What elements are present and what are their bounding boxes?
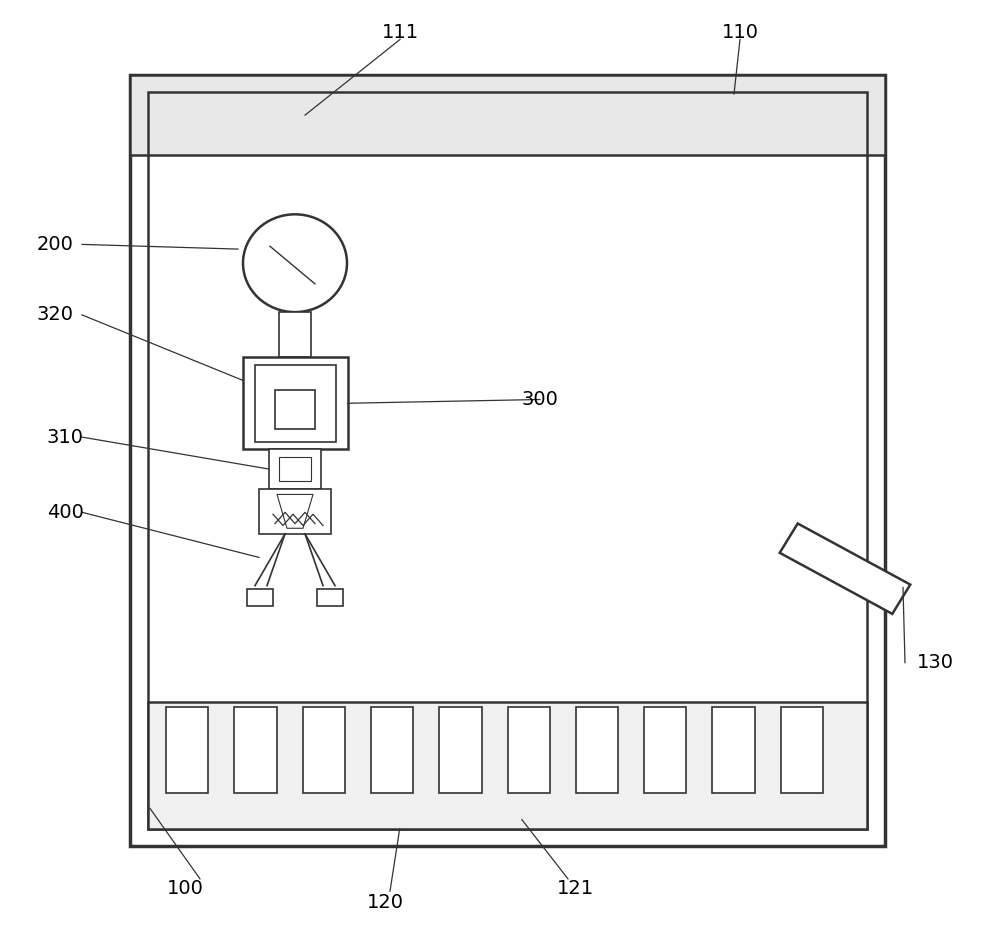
Bar: [371, 707, 413, 793]
Bar: [234, 707, 277, 793]
Bar: [247, 589, 273, 606]
Text: 400: 400: [47, 503, 83, 522]
Bar: [279, 457, 311, 481]
Bar: [275, 390, 315, 429]
Bar: [303, 707, 345, 793]
Text: 320: 320: [36, 306, 74, 324]
Circle shape: [243, 214, 347, 312]
Text: 200: 200: [37, 235, 73, 254]
Bar: [576, 707, 618, 793]
Bar: [644, 707, 686, 793]
Text: 121: 121: [556, 879, 594, 898]
Bar: [317, 589, 343, 606]
Bar: [781, 707, 823, 793]
Bar: [508, 707, 550, 793]
Bar: [148, 92, 867, 829]
Text: 120: 120: [366, 893, 404, 912]
Bar: [166, 707, 208, 793]
Bar: [130, 75, 885, 155]
Bar: [712, 707, 755, 793]
Bar: [254, 365, 336, 442]
Bar: [242, 357, 348, 449]
Bar: [148, 702, 867, 829]
Text: 310: 310: [46, 428, 84, 446]
Bar: [279, 312, 311, 357]
Bar: [269, 449, 321, 489]
Bar: [780, 524, 910, 614]
Text: 100: 100: [167, 879, 203, 898]
Bar: [130, 75, 885, 846]
Text: 110: 110: [722, 24, 759, 42]
Text: 111: 111: [381, 24, 419, 42]
Bar: [259, 489, 331, 534]
Text: 130: 130: [916, 653, 954, 672]
Bar: [439, 707, 482, 793]
Text: 300: 300: [522, 390, 558, 409]
